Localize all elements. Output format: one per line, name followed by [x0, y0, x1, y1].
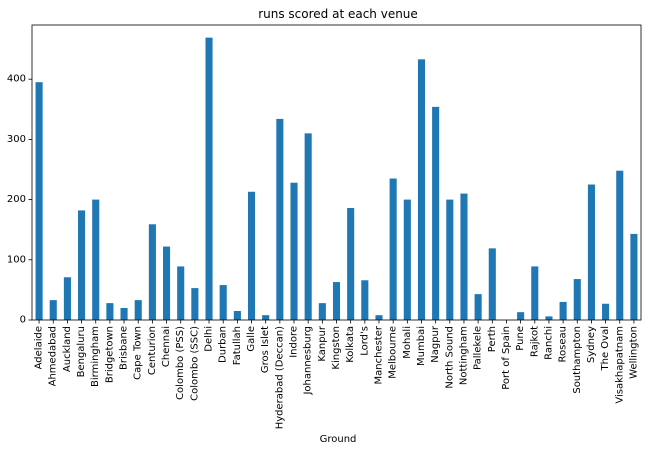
x-tick-label: Hyderabad (Deccan) [274, 326, 285, 429]
x-tick-label: North Sound [444, 326, 455, 389]
bar [205, 37, 213, 321]
bar [177, 266, 185, 320]
x-tick-label: Galle [246, 326, 257, 352]
bar [630, 233, 638, 320]
bar [120, 307, 128, 320]
y-tick-label: 400 [7, 74, 26, 85]
x-tick-label: Colombo (PSS) [175, 326, 186, 400]
y-tick-label: 200 [7, 194, 26, 205]
x-tick-label: Pallekele [473, 326, 484, 370]
x-tick-label: Ranchi [543, 326, 554, 360]
x-tick-label: The Oval [600, 326, 611, 371]
bar [318, 303, 326, 320]
x-axis: Adelaide Ahmedabad Auckland Bengaluru Birmin… [34, 320, 639, 429]
x-axis-label: Ground [320, 434, 357, 445]
y-tick-label: 300 [7, 134, 26, 145]
x-tick-label: Mohali [402, 326, 413, 359]
x-tick-label: Wellington [628, 326, 639, 379]
bar [262, 315, 270, 320]
y-axis: 0 100 200 300 400 [7, 74, 32, 326]
bar [276, 118, 284, 320]
x-tick-label: Roseau [558, 326, 569, 362]
x-tick-label: Nagpur [430, 325, 441, 363]
x-tick-label: Johannesburg [303, 326, 314, 396]
chart-title: runs scored at each venue [258, 7, 418, 21]
bar [389, 178, 397, 320]
bar [148, 224, 156, 320]
bar [517, 312, 525, 320]
y-tick-label: 100 [7, 254, 26, 265]
bars-group [35, 37, 638, 321]
bar [403, 199, 411, 320]
bar [163, 246, 171, 320]
x-tick-label: Brisbane [119, 326, 130, 370]
x-tick-label: Auckland [62, 326, 73, 372]
bar [92, 199, 100, 320]
bar [573, 279, 581, 320]
bar [63, 277, 71, 320]
x-tick-label: Mumbai [416, 326, 427, 366]
bar [134, 300, 142, 320]
x-tick-label: Gros Islet [260, 326, 271, 373]
x-tick-label: Port of Spain [501, 326, 512, 390]
x-tick-label: Delhi [204, 326, 215, 352]
x-tick-label: Sydney [586, 326, 597, 363]
bar [78, 210, 86, 320]
bar [290, 182, 298, 320]
bar [106, 303, 114, 320]
bar [545, 316, 553, 320]
plot-frame [31, 24, 642, 321]
bar [304, 133, 312, 320]
x-tick-label: Kolkata [345, 326, 356, 363]
bar [191, 288, 199, 320]
bar [375, 315, 383, 320]
x-tick-label: Manchester [373, 325, 384, 384]
x-tick-label: Cape Town [133, 326, 144, 380]
x-tick-label: Centurion [147, 326, 158, 375]
bar [446, 199, 454, 320]
x-tick-label: Birmingham [90, 326, 101, 387]
x-tick-label: Kingston [331, 326, 342, 370]
bar [432, 106, 440, 320]
x-tick-label: Bengaluru [76, 326, 87, 377]
x-tick-label: Fatullah [232, 326, 243, 365]
x-tick-label: Ahmedabad [48, 326, 59, 386]
x-tick-label: Indore [289, 326, 300, 358]
x-tick-label: Chennai [161, 326, 172, 367]
bar [219, 285, 227, 320]
x-tick-label: Southampton [572, 326, 583, 394]
x-tick-label: Colombo (SSC) [189, 326, 200, 401]
bar [347, 208, 355, 320]
bar [417, 59, 426, 321]
x-tick-label: Kanpur [317, 325, 328, 362]
x-tick-label: Visakhapatnam [614, 326, 625, 404]
bar [247, 191, 256, 320]
bar [559, 301, 567, 320]
bar [332, 282, 341, 320]
bar [474, 294, 482, 320]
bar [587, 184, 595, 320]
bar [488, 248, 496, 320]
bar [361, 280, 369, 320]
bar [602, 303, 610, 320]
x-tick-label: Durban [218, 326, 229, 363]
x-tick-label: Lord's [359, 326, 370, 356]
x-tick-label: Bridgetown [104, 326, 115, 383]
bar [460, 193, 468, 320]
y-tick-label: 0 [20, 315, 26, 326]
bar [49, 300, 57, 320]
x-tick-label: Rajkot [529, 326, 540, 357]
x-tick-label: Melbourne [388, 326, 399, 379]
bar [35, 82, 43, 320]
x-tick-label: Perth [487, 326, 498, 352]
x-tick-label: Pune [515, 326, 526, 351]
x-tick-label: Adelaide [34, 326, 45, 369]
bar [233, 310, 241, 320]
x-tick-label: Nottingham [458, 326, 469, 385]
bar [616, 170, 624, 320]
bar [531, 266, 539, 320]
